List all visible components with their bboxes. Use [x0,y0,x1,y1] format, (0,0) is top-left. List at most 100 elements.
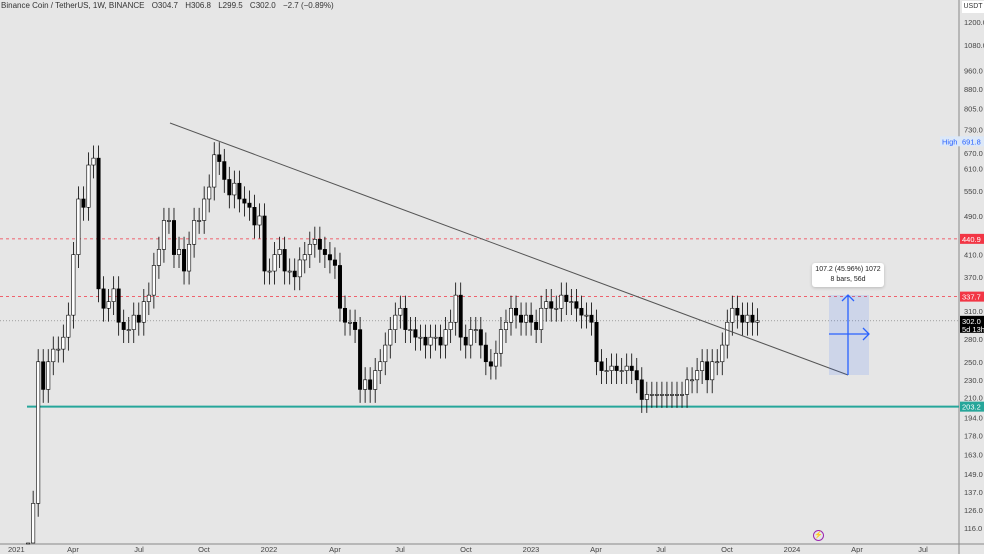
candle-body [659,394,664,396]
candle-body [353,321,358,330]
y-tick-label: 550.0 [964,187,983,196]
ohlc-close: C302.0 [249,1,276,10]
candle-body [76,198,81,255]
candle-body [61,336,66,350]
candle-body [126,329,131,331]
candle-body [745,314,750,323]
candle-body [649,394,654,396]
candle-body [197,220,202,222]
symbol-name: Binance Coin / TetherUS, 1W, BINANCE [1,1,145,10]
candle-body [332,259,337,266]
candle-body [453,294,458,323]
candle-body [161,220,166,250]
y-tick-label: 730.0 [964,126,983,135]
candle-body [141,301,146,323]
y-tick-label: 805.0 [964,104,983,113]
y-tick-label: 670.0 [964,149,983,158]
candle-body [156,249,161,266]
candle-body [262,215,267,272]
x-tick-label: Oct [721,545,734,554]
candle-body [363,379,368,390]
candle-body [725,321,730,346]
candle-body [267,270,272,273]
candle-body [297,259,302,278]
y-tick-label: 280.0 [964,335,983,344]
candle-body [508,307,513,323]
x-tick-label: Jul [134,545,144,554]
y-tick-label: 230.0 [964,376,983,385]
candle-body [690,379,695,382]
x-tick-label: Jul [395,545,405,554]
candle-body [247,202,252,208]
candle-body [121,321,126,330]
candle-body [629,365,634,371]
candle-body [136,314,141,323]
candle-body [207,186,212,200]
arrow-up-icon [841,294,855,302]
candle-body [619,370,624,372]
x-tick-label: Oct [198,545,211,554]
candle-body [26,542,31,545]
candle-body [408,329,413,331]
candle-body [302,254,307,261]
candle-body [252,207,257,226]
candle-body [730,307,735,323]
candle-body [478,329,483,346]
candle-body [242,198,247,204]
candle-body [378,361,383,371]
candle-body [327,254,332,261]
candle-body [529,314,534,323]
candle-body [715,361,720,364]
candle-body [192,220,197,245]
candle-body [166,220,171,222]
candle-body [46,361,51,390]
support-label-bg [960,401,984,412]
trendline [169,122,849,376]
candle-body [674,394,679,396]
candle-body [317,239,322,250]
candle-body [337,265,342,309]
currency-button[interactable]: USDT [962,1,984,13]
candle-body [287,270,292,273]
y-tick-label: 137.0 [964,488,983,497]
last-price-bg [960,315,984,333]
candle-body [755,320,760,323]
candle-body [569,301,574,303]
candle-body [735,307,740,316]
candle-body [554,307,559,310]
candle-body [151,265,156,296]
candle-body [488,361,493,367]
candle-body [116,288,121,323]
candle-body [348,321,353,324]
candle-body [212,154,217,188]
candle-body [710,361,715,381]
candle-body [423,336,428,346]
measure-box [829,295,869,375]
arrow-right-icon [862,327,870,341]
resistance-price-label: 440.9 [962,235,981,244]
candle-body [559,294,564,309]
x-tick-label: 2024 [784,545,801,554]
y-tick-label: 410.0 [964,251,983,260]
candle-body [383,344,388,363]
candle-body [56,348,61,351]
high-label: High [942,137,957,146]
price-label-bg [960,291,984,302]
candle-body [680,394,685,396]
candle-body [398,307,403,316]
candle-body [413,329,418,338]
ohlc-open: O304.7 [151,1,178,10]
x-tick-label: 2021 [8,545,25,554]
candle-body [51,348,56,363]
candle-body [257,215,262,226]
support-price-label: 203.2 [962,403,981,412]
candle-body [358,329,363,390]
candle-body [237,182,242,200]
x-tick-label: Apr [851,545,863,554]
y-tick-label: 210.0 [964,394,983,403]
y-tick-label: 126.0 [964,506,983,515]
lightning-icon[interactable]: ⚡ [813,530,824,541]
candle-body [41,361,46,390]
candle-body [539,307,544,330]
